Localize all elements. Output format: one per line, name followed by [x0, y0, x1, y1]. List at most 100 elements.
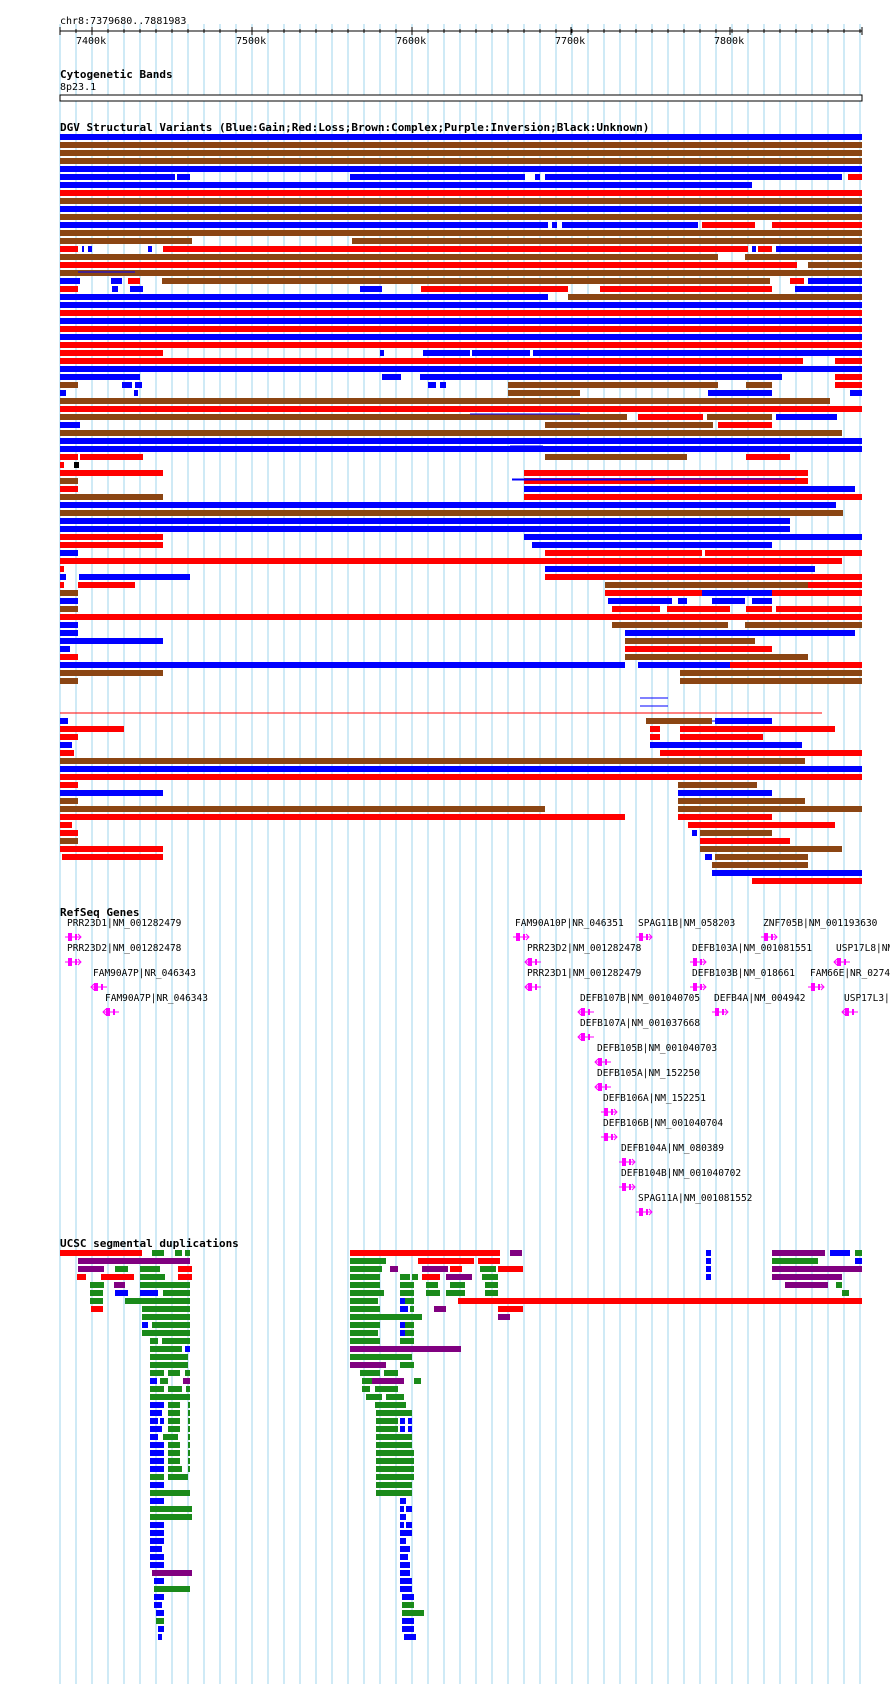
- dgv-loss-variant[interactable]: [772, 222, 862, 228]
- dgv-loss-variant[interactable]: [835, 382, 862, 388]
- dgv-gain-variant[interactable]: [60, 718, 68, 724]
- segdup-green-feature[interactable]: [186, 1386, 190, 1392]
- dgv-gain-variant[interactable]: [752, 598, 772, 604]
- gene-exon[interactable]: [646, 1209, 648, 1215]
- dgv-complex-variant[interactable]: [625, 638, 755, 644]
- dgv-complex-variant[interactable]: [60, 510, 843, 516]
- gene-exon[interactable]: [581, 1008, 585, 1016]
- dgv-complex-variant[interactable]: [545, 454, 687, 460]
- segdup-green-feature[interactable]: [156, 1618, 164, 1624]
- dgv-complex-variant[interactable]: [700, 830, 772, 836]
- dgv-track-title[interactable]: DGV Structural Variants (Blue:Gain;Red:L…: [60, 121, 649, 134]
- dgv-gain-variant[interactable]: [82, 246, 84, 252]
- gene-model[interactable]: [833, 958, 850, 966]
- dgv-complex-variant[interactable]: [680, 678, 862, 684]
- dgv-gain-variant[interactable]: [650, 742, 802, 748]
- dgv-loss-variant[interactable]: [60, 726, 124, 732]
- gene-exon[interactable]: [588, 1009, 590, 1015]
- segdup-green-feature[interactable]: [188, 1434, 190, 1440]
- dgv-loss-variant[interactable]: [60, 350, 163, 356]
- segdup-blue-feature[interactable]: [150, 1426, 162, 1432]
- gene-exon[interactable]: [764, 933, 768, 941]
- segdup-green-feature[interactable]: [188, 1466, 190, 1472]
- segdup-green-feature[interactable]: [405, 1322, 414, 1328]
- gene-label[interactable]: DEFB103B|NM_018661: [692, 968, 795, 979]
- dgv-gain-variant[interactable]: [423, 350, 470, 356]
- segdup-green-feature[interactable]: [350, 1274, 380, 1280]
- segdup-purple-feature[interactable]: [498, 1314, 510, 1320]
- segdup-purple-feature[interactable]: [772, 1266, 862, 1272]
- dgv-gain-variant[interactable]: [122, 382, 132, 388]
- dgv-loss-variant[interactable]: [60, 582, 64, 588]
- segdup-green-feature[interactable]: [400, 1282, 414, 1288]
- segdup-green-feature[interactable]: [350, 1266, 382, 1272]
- dgv-gain-variant[interactable]: [608, 598, 672, 604]
- segdup-green-feature[interactable]: [405, 1330, 414, 1336]
- dgv-loss-variant[interactable]: [78, 582, 135, 588]
- segdup-blue-feature[interactable]: [400, 1506, 404, 1512]
- gene-exon[interactable]: [693, 983, 697, 991]
- dgv-complex-variant[interactable]: [612, 622, 728, 628]
- gene-label[interactable]: PRR23D2|NM_001282478: [527, 943, 642, 954]
- segdup-green-feature[interactable]: [185, 1370, 190, 1376]
- dgv-gain-variant[interactable]: [524, 486, 855, 492]
- segdup-green-feature[interactable]: [150, 1474, 164, 1480]
- dgv-loss-variant[interactable]: [60, 782, 78, 788]
- segdup-blue-feature[interactable]: [408, 1418, 412, 1424]
- dgv-loss-variant[interactable]: [60, 534, 163, 540]
- dgv-gain-variant[interactable]: [60, 390, 66, 396]
- dgv-gain-variant[interactable]: [638, 662, 730, 668]
- segdup-green-feature[interactable]: [150, 1346, 182, 1352]
- dgv-loss-variant[interactable]: [730, 662, 862, 668]
- dgv-loss-variant[interactable]: [667, 606, 730, 612]
- gene-model[interactable]: [594, 1058, 611, 1066]
- segdup-green-feature[interactable]: [376, 1418, 398, 1424]
- dgv-loss-variant[interactable]: [808, 582, 862, 588]
- dgv-loss-variant[interactable]: [600, 286, 772, 292]
- dgv-gain-variant[interactable]: [702, 590, 772, 596]
- dgv-gain-variant[interactable]: [808, 278, 862, 284]
- gene-label[interactable]: PRR23D2|NM_001282478: [67, 943, 182, 954]
- dgv-loss-variant[interactable]: [60, 486, 78, 492]
- segdup-green-feature[interactable]: [362, 1378, 376, 1384]
- dgv-gain-variant[interactable]: [148, 246, 152, 252]
- segdup-purple-feature[interactable]: [350, 1362, 386, 1368]
- segdup-green-feature[interactable]: [375, 1386, 398, 1392]
- segdup-green-feature[interactable]: [150, 1490, 190, 1496]
- segdup-purple-feature[interactable]: [183, 1378, 190, 1384]
- gene-model[interactable]: [577, 1008, 594, 1016]
- dgv-gain-variant[interactable]: [776, 414, 837, 420]
- segdup-green-feature[interactable]: [188, 1458, 190, 1464]
- gene-exon[interactable]: [639, 1208, 643, 1216]
- dgv-complex-variant[interactable]: [60, 798, 78, 804]
- segdup-green-feature[interactable]: [168, 1442, 180, 1448]
- segdup-red-feature[interactable]: [478, 1258, 500, 1264]
- dgv-gain-variant[interactable]: [712, 870, 862, 876]
- segdup-green-feature[interactable]: [376, 1482, 412, 1488]
- segdup-green-feature[interactable]: [168, 1402, 180, 1408]
- segdup-blue-feature[interactable]: [400, 1578, 412, 1584]
- gene-label[interactable]: FAM90A7P|NR_046343: [105, 993, 208, 1004]
- segdup-blue-feature[interactable]: [150, 1538, 164, 1544]
- gene-exon[interactable]: [605, 1084, 607, 1090]
- gene-model[interactable]: [594, 1083, 611, 1091]
- dgv-loss-variant[interactable]: [835, 374, 862, 380]
- segdup-green-feature[interactable]: [140, 1282, 190, 1288]
- segdup-green-feature[interactable]: [412, 1274, 418, 1280]
- dgv-complex-variant[interactable]: [60, 150, 862, 156]
- dgv-gain-variant[interactable]: [60, 446, 862, 452]
- segdup-blue-feature[interactable]: [150, 1530, 164, 1536]
- segdup-blue-feature[interactable]: [400, 1426, 405, 1432]
- gene-model[interactable]: [712, 1008, 729, 1016]
- gene-exon[interactable]: [700, 959, 702, 965]
- gene-exon[interactable]: [528, 983, 532, 991]
- segdup-green-feature[interactable]: [150, 1338, 158, 1344]
- gene-exon[interactable]: [622, 1158, 626, 1166]
- gene-model[interactable]: [102, 1008, 119, 1016]
- gene-model[interactable]: [761, 933, 778, 941]
- dgv-gain-variant[interactable]: [428, 382, 436, 388]
- segdup-blue-feature[interactable]: [150, 1410, 162, 1416]
- segdup-red-feature[interactable]: [101, 1274, 134, 1280]
- segdup-green-feature[interactable]: [386, 1394, 404, 1400]
- gene-exon[interactable]: [581, 1033, 585, 1041]
